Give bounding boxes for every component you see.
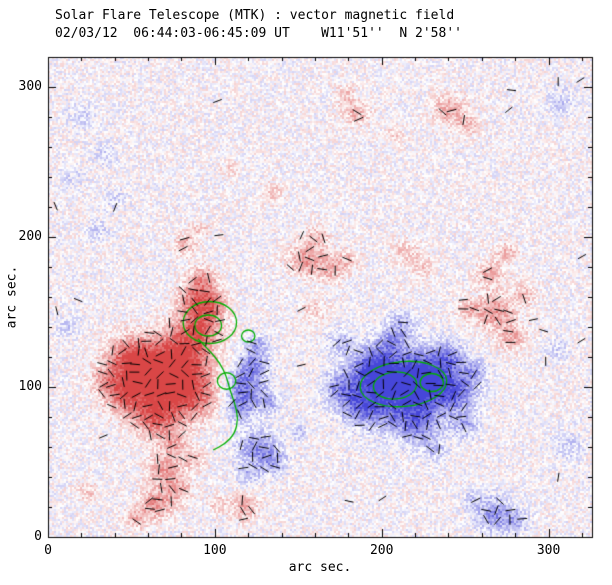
x-tick-label: 300 xyxy=(536,543,561,558)
plot-title: Solar Flare Telescope (MTK) : vector mag… xyxy=(55,8,455,23)
x-tick-label: 0 xyxy=(44,543,52,558)
x-tick-label: 100 xyxy=(203,543,227,558)
x-tick-label: 200 xyxy=(369,543,394,558)
plot-subtitle: 02/03/12 06:44:03-06:45:09 UT W11'51'' N… xyxy=(55,26,462,41)
y-tick-label: 300 xyxy=(18,79,42,94)
y-tick-label: 100 xyxy=(18,379,42,394)
y-tick-label: 200 xyxy=(18,229,42,244)
x-axis-label: arc sec. xyxy=(288,560,352,575)
y-axis-label: arc sec. xyxy=(4,265,20,329)
y-tick-label: 0 xyxy=(34,529,42,544)
